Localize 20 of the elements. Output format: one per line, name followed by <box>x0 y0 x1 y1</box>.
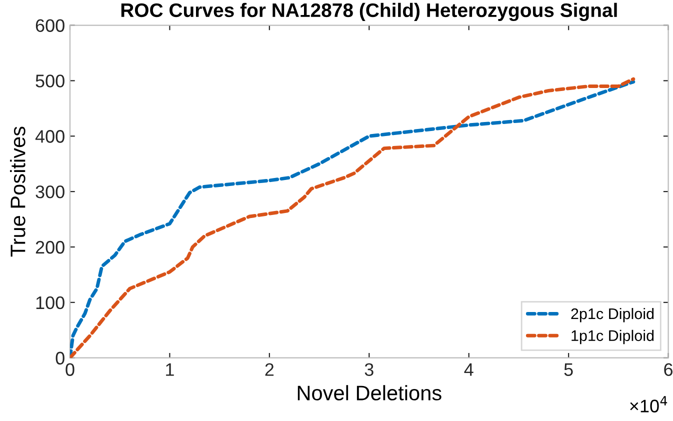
chart-title: ROC Curves for NA12878 (Child) Heterozygous Signal <box>121 2 617 22</box>
x-axis-title: Novel Deletions <box>298 385 442 400</box>
x-tick-label: 2 <box>265 363 274 376</box>
y-axis-title: True Positives <box>10 126 26 257</box>
x-tick-label: 1 <box>166 363 174 376</box>
y-tick-label: 300 <box>36 185 64 198</box>
y-tick-label: 500 <box>36 74 64 88</box>
x-tick-label: 3 <box>364 363 374 376</box>
y-tick-label: 200 <box>36 240 64 254</box>
x-tick-label: 4 <box>464 363 474 376</box>
x-tick-label: 0 <box>66 363 74 376</box>
x-tick-label: 6 <box>664 363 673 376</box>
text: ×10$^{4}$ <box>630 396 668 412</box>
y-tick-label: 400 <box>35 130 64 143</box>
y-tick-label: 0 <box>56 352 64 365</box>
legend-label: 2p1c Diploid <box>571 308 654 322</box>
y-tick-label: 100 <box>36 296 64 310</box>
x-tick-label: 5 <box>564 363 573 376</box>
y-tick-label: 600 <box>36 19 64 32</box>
legend-label: 1p1c Diploid <box>572 330 654 344</box>
